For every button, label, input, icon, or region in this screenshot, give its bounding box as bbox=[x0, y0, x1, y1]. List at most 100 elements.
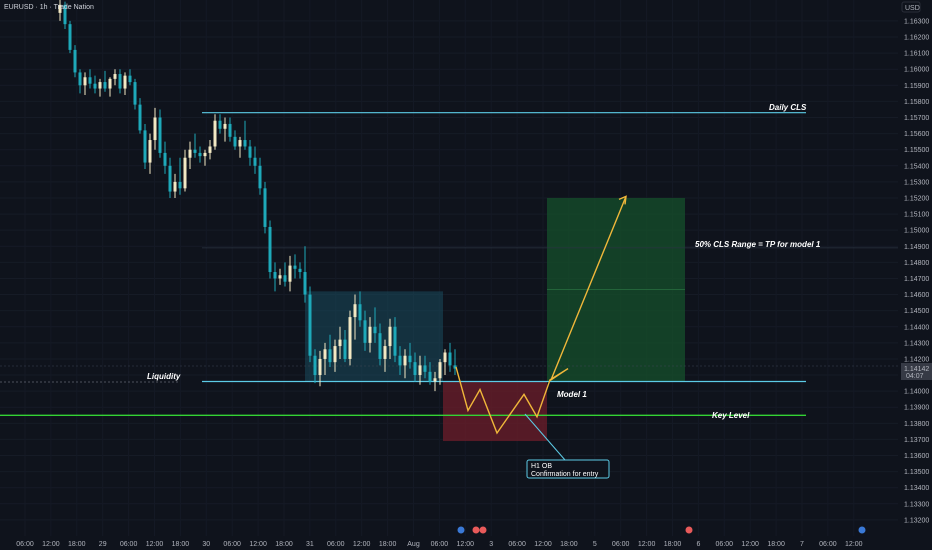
candle-body bbox=[283, 275, 287, 282]
price-axis[interactable]: 1.16300 1.16200 1.16100 1.16000 1.15900 1.158… bbox=[898, 0, 932, 550]
price-tick: 1.13600 bbox=[904, 453, 929, 460]
candle-body bbox=[133, 82, 137, 105]
time-tick: 06:00 bbox=[508, 541, 526, 548]
candle-body bbox=[348, 317, 352, 359]
price-tick: 1.13400 bbox=[904, 485, 929, 492]
candle-body bbox=[68, 24, 72, 50]
ob-zone bbox=[443, 381, 547, 442]
price-tick: 1.14500 bbox=[904, 308, 929, 315]
ob-callout-subtitle: Confirmation for entry bbox=[531, 471, 599, 478]
candle-body bbox=[148, 140, 152, 163]
ob-callout-box bbox=[526, 459, 610, 479]
time-tick: 29 bbox=[99, 541, 107, 548]
time-tick: 12:00 bbox=[249, 541, 267, 548]
time-tick: 18:00 bbox=[275, 541, 293, 548]
price-tick: 1.14700 bbox=[904, 276, 929, 283]
candle-body bbox=[328, 349, 332, 363]
time-tick: 5 bbox=[593, 541, 597, 548]
candle-body bbox=[178, 181, 182, 189]
levels bbox=[0, 112, 898, 416]
currency-label: USD bbox=[905, 5, 920, 12]
candle-body bbox=[363, 320, 367, 343]
event-icons[interactable] bbox=[457, 526, 866, 534]
candle-body bbox=[388, 326, 392, 347]
projection bbox=[455, 195, 627, 435]
candle-body bbox=[293, 265, 297, 269]
key-level-label: Key Level bbox=[712, 411, 750, 420]
candle-body bbox=[153, 117, 157, 141]
event-flag-icon[interactable] bbox=[858, 526, 866, 534]
candle-body bbox=[373, 326, 377, 334]
candle-body bbox=[308, 294, 312, 356]
candle-body bbox=[198, 152, 202, 157]
price-tick: 1.16200 bbox=[904, 35, 929, 42]
candle-body bbox=[103, 82, 107, 89]
time-tick: 12:00 bbox=[741, 541, 759, 548]
price-tick: 1.14800 bbox=[904, 260, 929, 267]
event-flag-icon[interactable] bbox=[685, 526, 693, 534]
time-tick: 18:00 bbox=[68, 541, 86, 548]
price-tick: 1.14000 bbox=[904, 389, 929, 396]
candles bbox=[58, 0, 457, 392]
candle-body bbox=[248, 146, 252, 158]
price-tick: 1.15300 bbox=[904, 179, 929, 186]
time-tick: 12:00 bbox=[638, 541, 656, 548]
candle-body bbox=[223, 123, 227, 129]
candle-body bbox=[158, 117, 162, 153]
price-tick: 1.16300 bbox=[904, 18, 929, 25]
time-tick: 06:00 bbox=[327, 541, 345, 548]
candle-body bbox=[313, 355, 317, 376]
price-tick: 1.13700 bbox=[904, 437, 929, 444]
price-tick: 1.15700 bbox=[904, 115, 929, 122]
price-tick: 1.15800 bbox=[904, 99, 929, 106]
candle-body bbox=[78, 72, 82, 86]
time-tick: 12:00 bbox=[534, 541, 552, 548]
event-flag-icon[interactable] bbox=[457, 526, 465, 534]
time-tick: 18:00 bbox=[172, 541, 190, 548]
candle-body bbox=[228, 123, 232, 137]
price-tick: 1.15200 bbox=[904, 195, 929, 202]
price-tick: 1.13200 bbox=[904, 517, 929, 524]
event-flag-icon[interactable] bbox=[479, 526, 487, 534]
candle-body bbox=[213, 120, 217, 147]
candle-body bbox=[88, 77, 92, 84]
time-tick: 3 bbox=[489, 541, 493, 548]
candle-body bbox=[168, 165, 172, 192]
time-tick: 12:00 bbox=[845, 541, 863, 548]
time-tick: 06:00 bbox=[16, 541, 34, 548]
currency-box bbox=[901, 1, 921, 13]
price-tick: 1.15900 bbox=[904, 83, 929, 90]
candle-body bbox=[183, 157, 187, 189]
price-tick: 1.14600 bbox=[904, 292, 929, 299]
candle-body bbox=[333, 346, 337, 363]
price-tick: 1.13800 bbox=[904, 421, 929, 428]
time-tick: 06:00 bbox=[120, 541, 138, 548]
time-axis-bg bbox=[0, 537, 932, 550]
candle-body bbox=[383, 346, 387, 359]
candle-body bbox=[188, 149, 192, 158]
time-tick: 12:00 bbox=[146, 541, 164, 548]
candle-body bbox=[323, 349, 327, 359]
time-tick: Aug bbox=[407, 541, 420, 548]
price-tick: 1.15400 bbox=[904, 163, 929, 170]
candle-body bbox=[63, 4, 67, 25]
candle-body bbox=[113, 74, 117, 79]
time-axis[interactable]: 06:00 12:00 18:00 29 06:00 12:00 18:00 30 06:00 1… bbox=[0, 537, 932, 550]
candle-body bbox=[288, 265, 292, 282]
price-tick: 1.15000 bbox=[904, 228, 929, 235]
candle-body bbox=[273, 272, 277, 279]
price-tick: 1.15500 bbox=[904, 147, 929, 154]
candle-body bbox=[143, 130, 147, 163]
candle-body bbox=[138, 104, 142, 131]
event-flag-icon[interactable] bbox=[472, 526, 480, 534]
price-tick: 1.14200 bbox=[904, 356, 929, 363]
price-tick: 1.14900 bbox=[904, 244, 929, 251]
candle-body bbox=[398, 355, 402, 366]
candle-body bbox=[438, 362, 442, 379]
candle-body bbox=[73, 49, 77, 73]
candle-body bbox=[253, 157, 257, 166]
time-tick: 06:00 bbox=[716, 541, 734, 548]
time-tick: 18:00 bbox=[560, 541, 578, 548]
candle-body bbox=[343, 339, 347, 359]
